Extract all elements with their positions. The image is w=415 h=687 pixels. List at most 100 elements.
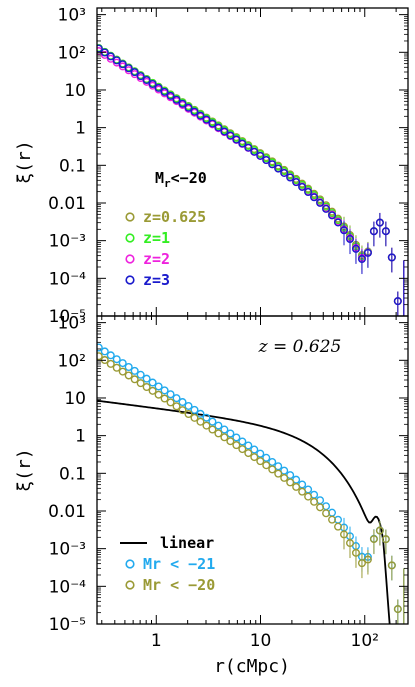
top-axes: 10⁻⁵ 10⁻⁴ 10⁻³ 0.01 0.1 1 10 10² 10³ bbox=[48, 6, 408, 327]
top-annotation-rest: <−20 bbox=[171, 169, 207, 187]
data-point bbox=[250, 445, 259, 454]
data-point bbox=[160, 394, 169, 403]
data-point bbox=[232, 135, 241, 144]
data-point bbox=[106, 52, 115, 61]
data-point bbox=[363, 555, 372, 564]
legend-label: Mr < −21 bbox=[143, 555, 215, 573]
data-point bbox=[112, 56, 121, 65]
y-tick-label: 10² bbox=[58, 43, 86, 63]
data-point bbox=[250, 147, 259, 156]
data-point bbox=[208, 417, 217, 426]
data-point bbox=[118, 359, 127, 368]
bottom-points-layer bbox=[97, 343, 405, 624]
data-point bbox=[142, 76, 151, 85]
data-point bbox=[363, 248, 372, 257]
data-point bbox=[244, 441, 253, 450]
data-point bbox=[142, 374, 151, 383]
data-point bbox=[226, 429, 235, 438]
data-point bbox=[375, 526, 384, 535]
bottom-legend: linear Mr < −21 Mr < −20 bbox=[120, 534, 215, 594]
data-point bbox=[226, 131, 235, 140]
legend-marker bbox=[125, 212, 135, 222]
data-point bbox=[97, 352, 103, 361]
data-point bbox=[190, 413, 199, 422]
legend-label: z=1 bbox=[143, 229, 170, 247]
y-tick-label: 10³ bbox=[58, 314, 86, 334]
data-point bbox=[142, 382, 151, 391]
data-point bbox=[387, 561, 396, 570]
top-y-axis-label: ξ(r) bbox=[14, 140, 35, 183]
data-point bbox=[268, 160, 277, 169]
data-point bbox=[351, 244, 360, 253]
y-tick-label: 10⁻³ bbox=[49, 232, 86, 252]
data-point bbox=[97, 343, 103, 352]
y-tick-label: 0.1 bbox=[59, 464, 86, 484]
y-tick-label: 10⁻⁵ bbox=[49, 307, 86, 327]
data-point bbox=[148, 378, 157, 387]
data-point bbox=[190, 405, 199, 414]
data-point bbox=[351, 548, 360, 557]
data-point bbox=[184, 103, 193, 112]
y-tick-label: 1 bbox=[75, 119, 86, 139]
y-tick-label: 10 bbox=[64, 389, 86, 409]
data-point bbox=[292, 178, 301, 187]
data-point bbox=[220, 127, 229, 136]
data-point bbox=[220, 425, 229, 434]
data-point bbox=[118, 60, 127, 69]
data-point bbox=[381, 535, 390, 544]
bottom-plot-frame bbox=[96, 315, 409, 625]
bottom-y-axis-label: ξ(r) bbox=[14, 448, 35, 491]
y-tick-label: 10³ bbox=[58, 6, 86, 26]
data-point bbox=[280, 168, 289, 177]
data-point bbox=[393, 605, 402, 614]
data-point bbox=[322, 509, 331, 518]
y-tick-label: 10⁻⁴ bbox=[49, 269, 87, 289]
x-tick-label: 10² bbox=[351, 631, 379, 651]
linear-theory-line bbox=[97, 399, 391, 624]
data-point bbox=[226, 437, 235, 446]
data-point bbox=[106, 359, 115, 368]
data-point bbox=[118, 367, 127, 376]
data-point bbox=[387, 253, 396, 262]
legend-label: z=0.625 bbox=[143, 208, 206, 226]
data-point bbox=[238, 437, 247, 446]
data-point bbox=[310, 193, 319, 202]
data-point bbox=[328, 515, 337, 524]
data-point bbox=[130, 375, 139, 384]
data-point bbox=[280, 473, 289, 482]
bottom-annotation: z = 0.625 bbox=[258, 337, 342, 357]
legend-marker bbox=[125, 233, 135, 243]
data-point bbox=[369, 227, 378, 236]
top-panel: 10⁻⁵ 10⁻⁴ 10⁻³ 0.01 0.1 1 10 10² 10³ ξ(r) Mr<−20… bbox=[14, 6, 409, 327]
legend-label: z=3 bbox=[143, 271, 170, 289]
data-point bbox=[274, 469, 283, 478]
data-point bbox=[148, 79, 157, 88]
data-point bbox=[184, 401, 193, 410]
data-point bbox=[393, 297, 402, 306]
data-point bbox=[328, 211, 337, 220]
data-point bbox=[238, 139, 247, 148]
data-point bbox=[274, 462, 283, 471]
data-point bbox=[214, 429, 223, 438]
data-point bbox=[244, 143, 253, 152]
data-point bbox=[304, 492, 313, 501]
data-point bbox=[256, 457, 265, 466]
data-point bbox=[208, 425, 217, 434]
data-point bbox=[172, 402, 181, 411]
data-point bbox=[357, 255, 366, 264]
y-tick-label: 0.01 bbox=[48, 194, 86, 214]
y-tick-label: 1 bbox=[75, 427, 86, 447]
bottom-axes: 10⁻⁵ 10⁻⁴ 10⁻³ 0.01 0.1 1 10 10² 10³ 1 10 10² bbox=[48, 314, 408, 651]
top-annotation-m: M bbox=[155, 169, 164, 187]
data-point bbox=[100, 347, 109, 356]
data-point bbox=[196, 417, 205, 426]
data-point bbox=[304, 188, 313, 197]
data-point bbox=[244, 449, 253, 458]
x-tick-label: 1 bbox=[151, 631, 162, 651]
data-point bbox=[262, 156, 271, 165]
data-point bbox=[178, 99, 187, 108]
data-point bbox=[166, 390, 175, 399]
data-point bbox=[136, 370, 145, 379]
data-point bbox=[262, 461, 271, 470]
data-point bbox=[375, 218, 384, 227]
